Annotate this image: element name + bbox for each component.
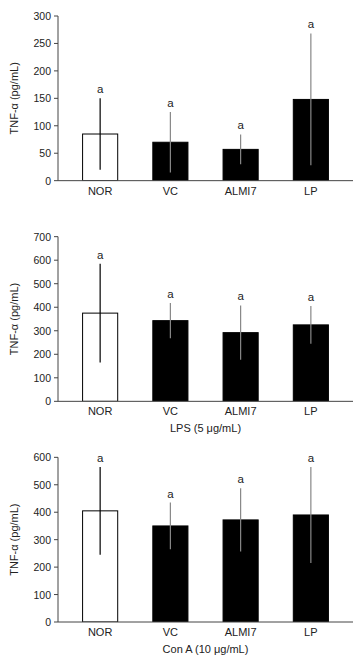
y-tick (54, 457, 58, 458)
x-tick-label: NOR (88, 626, 113, 638)
x-axis (58, 622, 353, 623)
y-tick-label: 0 (45, 395, 51, 407)
error-bar (240, 488, 241, 551)
panel: 0 100 200 300 400 500 600 a a a a NOR VC ALMI7 LP Con A… (8, 451, 353, 655)
x-tick-label: ALMI7 (225, 185, 257, 197)
y-tick-label: 400 (33, 301, 51, 313)
error-bar (100, 264, 101, 363)
y-axis-label: TNF-α (pg/mL) (8, 283, 20, 355)
y-tick (54, 16, 58, 17)
y-tick-label: 50 (39, 147, 51, 159)
significance-label: a (308, 291, 315, 303)
significance-label: a (167, 288, 174, 300)
y-tick-label: 700 (33, 231, 51, 243)
x-tick-label: VC (163, 405, 178, 417)
y-tick (54, 512, 58, 513)
y-tick (54, 354, 58, 355)
y-tick-label: 500 (33, 278, 51, 290)
y-tick (54, 330, 58, 331)
error-bar (170, 503, 171, 550)
y-tick (54, 98, 58, 99)
significance-label: a (97, 452, 104, 464)
significance-label: a (237, 290, 244, 302)
error-bar (170, 112, 171, 172)
y-tick-label: 400 (33, 506, 51, 518)
y-tick (54, 484, 58, 485)
y-tick-label: 300 (33, 10, 51, 22)
significance-label: a (308, 18, 315, 30)
x-tick-label: NOR (88, 405, 113, 417)
x-tick-label: VC (163, 185, 178, 197)
x-axis (58, 401, 353, 402)
panel: 0 50 100 150 200 250 300 a a a a NOR VC ALMI7 LP TNF-α … (8, 10, 353, 197)
y-axis (58, 16, 59, 181)
y-tick (54, 283, 58, 284)
x-tick-label: ALMI7 (225, 405, 257, 417)
significance-label: a (237, 473, 244, 485)
y-tick (54, 236, 58, 237)
y-tick-label: 300 (33, 534, 51, 546)
x-tick-label: ALMI7 (225, 626, 257, 638)
y-tick-label: 600 (33, 451, 51, 463)
bars (83, 467, 329, 622)
y-tick-label: 200 (33, 348, 51, 360)
x-tick-label: VC (163, 626, 178, 638)
y-tick (54, 260, 58, 261)
y-tick (54, 377, 58, 378)
y-tick-label: 0 (45, 175, 51, 187)
y-tick (54, 307, 58, 308)
y-tick (54, 70, 58, 71)
x-tick-label: NOR (88, 185, 113, 197)
y-tick (54, 567, 58, 568)
y-tick (54, 401, 58, 402)
y-tick-label: 100 (33, 589, 51, 601)
bars (83, 34, 329, 181)
y-axis (58, 237, 59, 402)
y-tick-label: 250 (33, 37, 51, 49)
y-tick-label: 200 (33, 561, 51, 573)
y-tick-label: 100 (33, 120, 51, 132)
x-axis (58, 180, 353, 181)
y-tick-label: 150 (33, 92, 51, 104)
panel: 0 100 200 300 400 500 600 700 a a a a NOR VC ALMI7 LP LP… (8, 231, 353, 435)
y-tick-label: 500 (33, 479, 51, 491)
error-bar (240, 135, 241, 165)
x-axis-label: LPS (5 μg/mL) (170, 422, 241, 434)
error-bar (240, 306, 241, 360)
x-axis-label: Con A (10 μg/mL) (163, 643, 249, 655)
y-tick (54, 125, 58, 126)
y-axis (58, 457, 59, 622)
error-bar (100, 467, 101, 555)
y-tick (54, 43, 58, 44)
y-tick-label: 100 (33, 372, 51, 384)
error-bar (310, 306, 311, 344)
bars (83, 264, 329, 402)
y-axis-label: TNF-α (pg/mL) (8, 503, 20, 575)
y-axis-label: TNF-α (pg/mL) (8, 62, 20, 134)
y-tick-label: 300 (33, 325, 51, 337)
significance-label: a (167, 488, 174, 500)
x-tick-label: LP (304, 626, 317, 638)
background (0, 0, 363, 662)
y-tick (54, 594, 58, 595)
figure: 0 50 100 150 200 250 300 a a a a NOR VC ALMI7 LP TNF-α … (0, 0, 363, 662)
y-tick-label: 200 (33, 65, 51, 77)
error-bar (170, 303, 171, 338)
y-tick (54, 622, 58, 623)
y-tick (54, 153, 58, 154)
error-bar (100, 98, 101, 169)
y-tick (54, 180, 58, 181)
y-tick-label: 600 (33, 254, 51, 266)
y-tick (54, 539, 58, 540)
significance-label: a (167, 97, 174, 109)
significance-label: a (308, 452, 315, 464)
significance-label: a (237, 119, 244, 131)
significance-label: a (97, 83, 104, 95)
error-bar (310, 467, 311, 563)
x-tick-label: LP (304, 185, 317, 197)
x-tick-label: LP (304, 405, 317, 417)
significance-label: a (97, 249, 104, 261)
error-bar (310, 34, 311, 166)
y-tick-label: 0 (45, 616, 51, 628)
